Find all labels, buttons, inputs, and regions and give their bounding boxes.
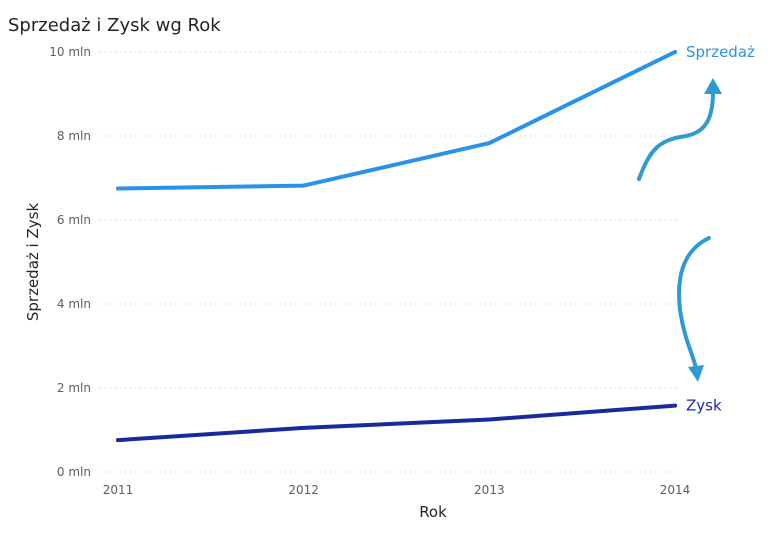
data-point-sprzeda- [301,183,306,188]
series-line-sprzeda- [116,50,677,191]
series-lines [116,50,677,443]
x-axis-ticks: 2011 2012 2013 2014 [103,483,691,497]
data-point-zysk [116,438,120,443]
annotation-arrow-down [677,236,711,370]
chart-title: Sprzedaż i Zysk wg Rok [8,15,221,36]
x-tick-label: 2014 [660,483,691,497]
y-tick-label: 8 mln [57,129,91,143]
x-tick-label: 2013 [474,483,505,497]
data-point-zysk [301,425,306,430]
x-axis-title: Rok [419,503,447,521]
y-tick-label: 10 mln [49,45,91,59]
x-tick-label: 2012 [288,483,319,497]
data-point-sprzeda- [116,186,120,191]
series-label-zysk: Zysk [686,397,722,415]
y-tick-label: 0 mln [57,465,91,479]
series-labels: Sprzedaż Zysk [686,43,755,415]
annotation-arrowhead-down [688,365,704,382]
annotation-arrows [637,78,722,382]
data-point-zysk [487,417,492,422]
gridlines [100,51,678,473]
x-tick-label: 2011 [103,483,134,497]
data-point-zysk [673,403,677,408]
data-point-sprzeda- [673,50,677,54]
y-tick-label: 6 mln [57,213,91,227]
y-tick-label: 4 mln [57,297,91,311]
annotation-arrow-up [637,90,715,181]
y-axis-ticks: 0 mln 2 mln 4 mln 6 mln 8 mln 10 mln [49,45,91,479]
y-tick-label: 2 mln [57,381,91,395]
series-line-zysk [116,403,677,443]
annotation-arrowhead-up [704,78,722,94]
y-axis-title: Sprzedaż i Zysk [24,203,42,322]
data-point-sprzeda- [487,141,492,146]
series-label-sprzeda-: Sprzedaż [686,43,755,61]
